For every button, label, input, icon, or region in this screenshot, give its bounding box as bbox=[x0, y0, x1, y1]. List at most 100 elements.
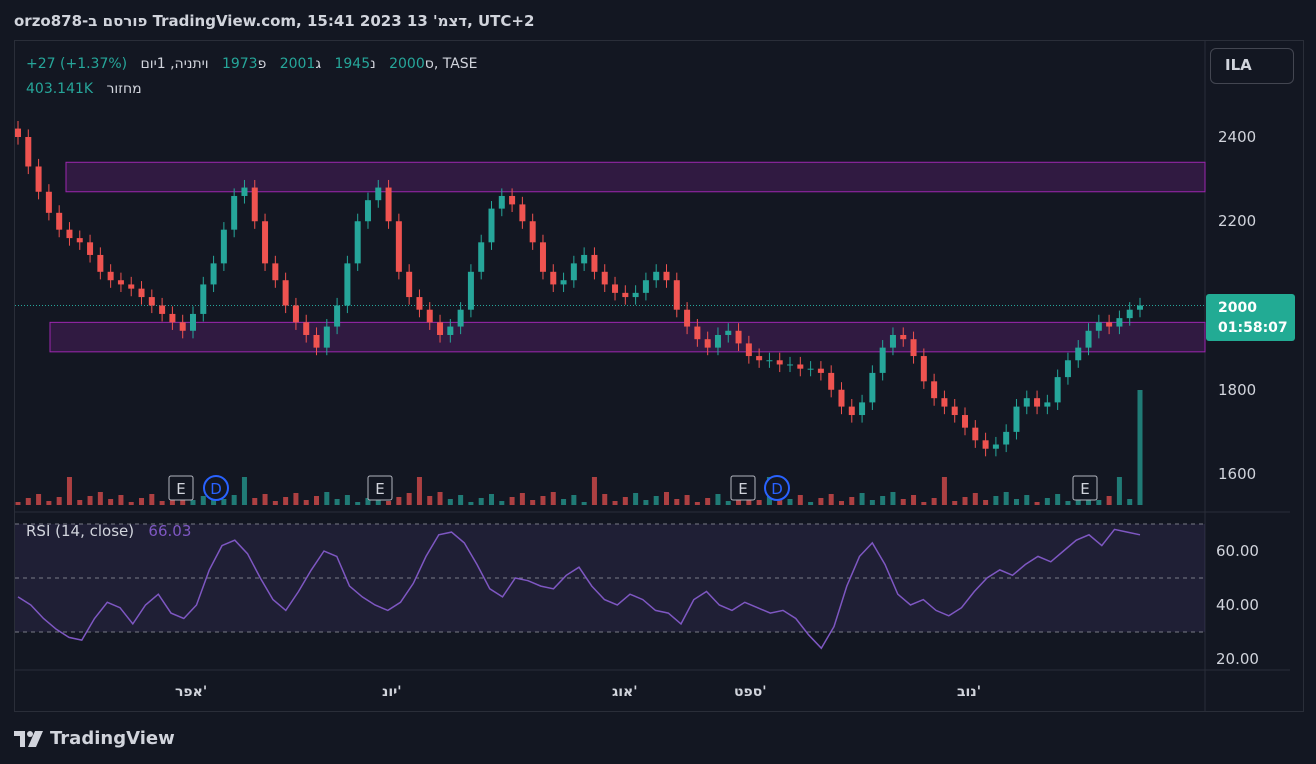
candle-body bbox=[334, 305, 341, 327]
candle-body bbox=[920, 356, 927, 382]
candle-body bbox=[457, 309, 464, 327]
candle-body bbox=[519, 204, 526, 222]
volume-bar bbox=[941, 477, 947, 505]
legend-ohlc: +27 (+1.37%) ס2000 נ1945 ג2001 פ1973 וית… bbox=[26, 56, 478, 72]
candle-body bbox=[364, 200, 371, 222]
candle-body bbox=[416, 297, 423, 310]
volume-bar bbox=[324, 492, 330, 505]
candle-body bbox=[467, 271, 474, 310]
volume-bar bbox=[633, 493, 639, 505]
volume-bar bbox=[499, 501, 505, 505]
candle-body bbox=[200, 284, 207, 314]
earnings-marker-icon bbox=[1072, 475, 1098, 501]
candle-body bbox=[714, 334, 721, 348]
candle-body bbox=[632, 292, 639, 298]
footer-brand[interactable]: TradingView bbox=[14, 728, 175, 749]
last-price-tag: 2000 01:58:07 bbox=[1206, 294, 1295, 341]
candle-body bbox=[1116, 318, 1123, 327]
volume-bar bbox=[1096, 500, 1102, 505]
candle-body bbox=[817, 368, 824, 373]
rsi-tick-label: 60.00 bbox=[1216, 542, 1259, 560]
volume-bar bbox=[808, 502, 814, 505]
candle-body bbox=[663, 271, 670, 281]
candle-body bbox=[735, 330, 742, 344]
candle-body bbox=[1003, 431, 1010, 445]
volume-bar bbox=[303, 500, 309, 505]
volume-bar bbox=[880, 496, 886, 505]
volume-bar bbox=[869, 500, 875, 505]
volume-bar bbox=[128, 502, 134, 505]
candle-body bbox=[97, 254, 104, 272]
candle-body bbox=[828, 372, 835, 390]
volume-bar bbox=[87, 496, 93, 505]
candle-body bbox=[488, 208, 495, 243]
volume-bar bbox=[931, 498, 937, 505]
candle-body bbox=[1106, 322, 1113, 327]
candle-body bbox=[581, 254, 588, 264]
volume-bar bbox=[674, 499, 680, 505]
legend-volume-value: 403.141K bbox=[26, 81, 94, 97]
candle-body bbox=[354, 221, 361, 264]
candle-body bbox=[601, 271, 608, 285]
volume-bar bbox=[952, 501, 958, 505]
volume-bar bbox=[272, 501, 278, 505]
volume-bar bbox=[797, 495, 803, 505]
volume-bar bbox=[427, 496, 433, 505]
volume-bar bbox=[293, 493, 299, 505]
candle-body bbox=[889, 334, 896, 348]
volume-bar bbox=[36, 494, 42, 505]
volume-bar bbox=[519, 493, 525, 505]
chart-frame bbox=[14, 40, 1304, 712]
candle-body bbox=[694, 326, 701, 340]
volume-bar bbox=[828, 494, 834, 505]
volume-bar bbox=[561, 499, 567, 505]
candle-body bbox=[745, 343, 752, 357]
legend-open: 1973 bbox=[221, 56, 258, 72]
legend-open-label: פ bbox=[257, 56, 267, 72]
volume-bar bbox=[458, 495, 464, 505]
candle-body bbox=[447, 326, 454, 335]
candle-body bbox=[787, 364, 794, 366]
tradingview-logo-icon bbox=[14, 730, 43, 747]
candle-body bbox=[87, 242, 94, 255]
volume-bar bbox=[334, 499, 340, 505]
volume-bar bbox=[15, 502, 21, 505]
x-tick-label: אפר' bbox=[175, 684, 208, 700]
dividend-marker-icon bbox=[203, 475, 229, 501]
rsi-label[interactable]: RSI (14, close) bbox=[26, 522, 135, 540]
candle-body bbox=[612, 284, 619, 293]
volume-bar bbox=[509, 497, 515, 505]
volume-bar bbox=[921, 502, 927, 505]
legend-symbol[interactable]: ויתניה, 1יום, TASE bbox=[140, 56, 478, 72]
candle-body bbox=[766, 360, 773, 362]
volume-bar bbox=[200, 496, 206, 505]
candle-body bbox=[622, 292, 629, 298]
supply-demand-zone bbox=[65, 161, 1206, 193]
candle-body bbox=[498, 195, 505, 209]
earnings-marker-icon bbox=[730, 475, 756, 501]
symbol-box[interactable]: ILA bbox=[1210, 48, 1294, 84]
y-tick-label: 2400 bbox=[1218, 128, 1257, 146]
volume-bar bbox=[262, 494, 268, 505]
volume-bar bbox=[386, 501, 392, 505]
candle-body bbox=[879, 347, 886, 373]
volume-bar bbox=[1106, 496, 1112, 505]
volume-bar bbox=[890, 492, 896, 505]
candle-body bbox=[910, 339, 917, 357]
candle-body bbox=[76, 238, 83, 243]
candle-body bbox=[262, 221, 269, 264]
legend-low-label: נ bbox=[370, 56, 376, 72]
candle-body bbox=[1085, 330, 1092, 348]
earnings-marker-icon bbox=[367, 475, 393, 501]
volume-bar bbox=[97, 492, 103, 505]
event-marker-label: D bbox=[771, 480, 783, 498]
rsi-value: 66.03 bbox=[148, 522, 192, 540]
candle-body bbox=[704, 339, 711, 348]
candle-body bbox=[529, 221, 536, 243]
candle-body bbox=[169, 313, 176, 323]
candle-body bbox=[478, 242, 485, 272]
candle-body bbox=[426, 309, 433, 323]
candle-body bbox=[941, 398, 948, 407]
candle-body bbox=[807, 368, 814, 370]
